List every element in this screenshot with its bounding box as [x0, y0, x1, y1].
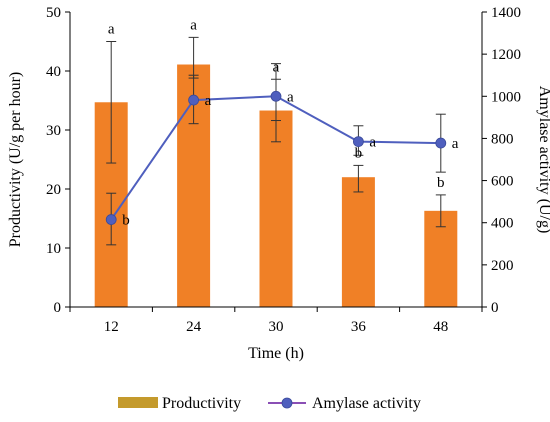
- amylase-point-30: [270, 90, 282, 102]
- line-sig-letter-12: b: [122, 213, 130, 229]
- line-sig-letter-36: a: [369, 135, 376, 151]
- legend-marker-amylase: [281, 397, 293, 409]
- bar-sig-letter-12: a: [108, 22, 115, 38]
- y-left-tick-label-20: 20: [46, 182, 61, 198]
- y-right-tick-label-400: 400: [491, 216, 514, 232]
- y-left-tick-label-30: 30: [46, 123, 61, 139]
- y-right-tick-label-1200: 1200: [491, 47, 521, 63]
- y-right-tick-label-1400: 1400: [491, 5, 521, 21]
- y-right-tick-label-1000: 1000: [491, 89, 521, 105]
- bar-sig-letter-24: a: [190, 17, 197, 33]
- y-left-tick-label-50: 50: [46, 5, 61, 21]
- y-right-tick-label-600: 600: [491, 174, 514, 190]
- x-axis-title: Time (h): [248, 345, 304, 362]
- x-tick-label-12: 12: [104, 319, 119, 335]
- line-sig-letter-48: a: [452, 136, 459, 152]
- y-right-axis-title: Amylase activity (U/g): [536, 86, 550, 234]
- line-sig-letter-30: a: [287, 89, 294, 105]
- x-tick-label-24: 24: [186, 319, 202, 335]
- y-right-tick-label-0: 0: [491, 300, 499, 316]
- amylase-point-24: [188, 94, 200, 106]
- bar-sig-letter-48: b: [437, 175, 445, 191]
- y-left-tick-label-10: 10: [46, 241, 61, 257]
- bar-30: [259, 110, 293, 307]
- line-sig-letter-24: a: [205, 93, 212, 109]
- x-tick-label-30: 30: [269, 319, 284, 335]
- y-left-tick-label-40: 40: [46, 64, 61, 80]
- y-right-tick-label-200: 200: [491, 258, 514, 274]
- amylase-point-12: [105, 214, 117, 225]
- legend-label-amylase: Amylase activity: [312, 395, 421, 412]
- x-tick-label-48: 48: [433, 319, 448, 335]
- bar-36: [341, 177, 375, 307]
- x-tick-label-36: 36: [351, 319, 367, 335]
- amylase-point-48: [435, 137, 447, 149]
- y-left-axis-title: Productivity (U/g per hour): [7, 72, 24, 248]
- amylase-point-36: [352, 136, 364, 147]
- y-right-tick-label-800: 800: [491, 131, 514, 147]
- legend-swatch-productivity: [118, 397, 158, 408]
- y-left-tick-label-0: 0: [54, 300, 62, 316]
- legend-label-productivity: Productivity: [162, 395, 241, 412]
- bar-sig-letter-36: b: [355, 145, 363, 161]
- bar-sig-letter-30: a: [273, 59, 280, 75]
